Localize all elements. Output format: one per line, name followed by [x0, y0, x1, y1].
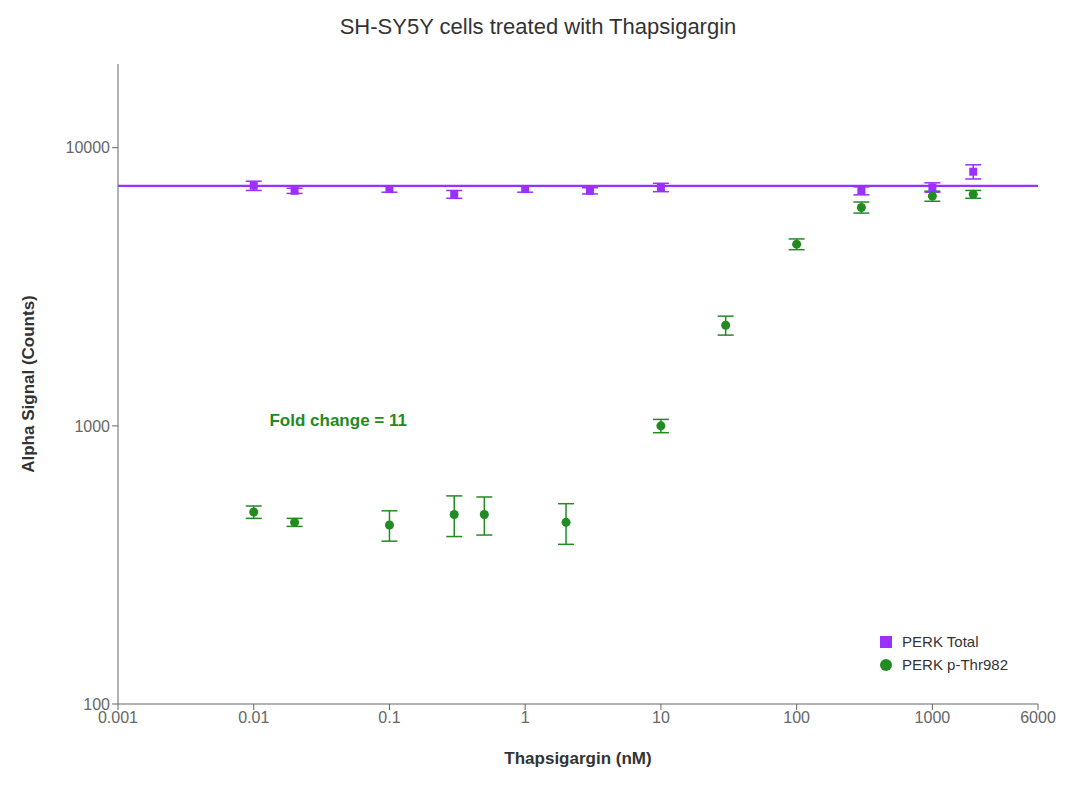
- svg-text:Thapsigargin (nM): Thapsigargin (nM): [504, 749, 651, 768]
- svg-text:100: 100: [783, 709, 810, 726]
- svg-text:6000: 6000: [1020, 709, 1056, 726]
- svg-text:10: 10: [652, 709, 670, 726]
- svg-text:1000: 1000: [74, 418, 110, 435]
- html-text:PERK Total: PERK Total: [902, 633, 979, 650]
- svg-text:Alpha Signal (Counts): Alpha Signal (Counts): [19, 295, 38, 473]
- svg-text:100: 100: [83, 696, 110, 713]
- html-text:SH-SY5Y cells treated with Tha: SH-SY5Y cells treated with Thapsigargin: [339, 14, 737, 39]
- svg-text:1000: 1000: [915, 709, 951, 726]
- svg-text:10000: 10000: [66, 139, 111, 156]
- svg-text:Fold change = 11: Fold change = 11: [269, 411, 406, 430]
- html-text:PERK p-Thr982: PERK p-Thr982: [902, 656, 1008, 673]
- svg-text:0.01: 0.01: [238, 709, 269, 726]
- svg-text:0.1: 0.1: [378, 709, 400, 726]
- svg-text:1: 1: [521, 709, 530, 726]
- svg-text:0.001: 0.001: [98, 709, 138, 727]
